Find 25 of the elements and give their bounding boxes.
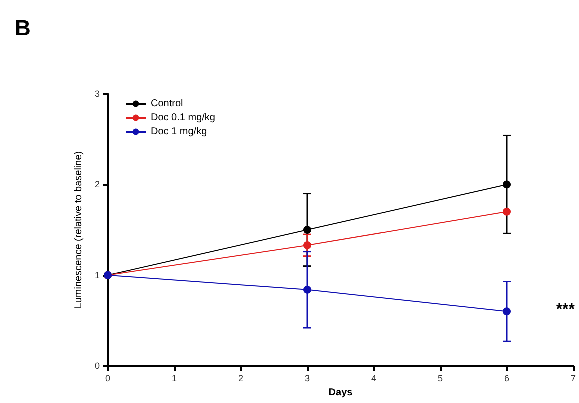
legend-label: Doc 1 mg/kg bbox=[151, 126, 208, 138]
point bbox=[503, 180, 511, 189]
point bbox=[503, 208, 511, 216]
y-axis-title: Luminescence (relative to baseline) bbox=[74, 151, 84, 309]
x-tick-label: 1 bbox=[172, 374, 178, 384]
x-tick-label: 7 bbox=[570, 374, 576, 384]
legend-label: Control bbox=[151, 98, 184, 110]
legend-label: Doc 0.1 mg/kg bbox=[151, 112, 216, 124]
x-tick-label: 4 bbox=[371, 374, 377, 384]
y-tick-label: 2 bbox=[94, 180, 100, 190]
x-tick-label: 2 bbox=[238, 374, 244, 384]
chart-title: B bbox=[15, 16, 31, 40]
x-tick-label: 3 bbox=[304, 374, 310, 384]
x-tick-label: 5 bbox=[438, 374, 444, 384]
point bbox=[304, 241, 312, 250]
y-tick-label: 1 bbox=[94, 270, 100, 280]
annotation: *** bbox=[556, 302, 576, 318]
y-tick-label: 0 bbox=[94, 361, 100, 372]
point bbox=[503, 308, 511, 316]
point bbox=[304, 286, 312, 294]
x-axis-title: Days bbox=[328, 388, 354, 398]
x-tick-label: 6 bbox=[504, 374, 510, 384]
x-tick-label: 0 bbox=[105, 374, 111, 384]
y-tick-label: 3 bbox=[94, 89, 100, 99]
point bbox=[304, 226, 312, 234]
